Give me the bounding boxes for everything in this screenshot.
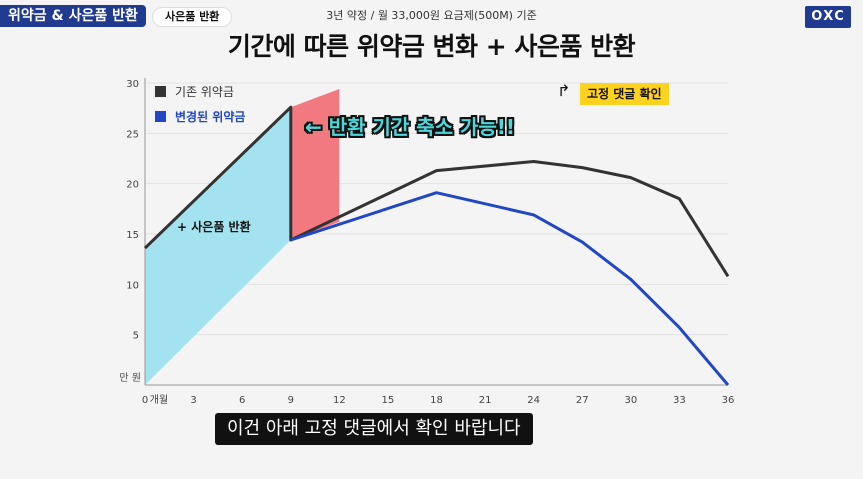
chart-subtitle: 3년 약정 / 월 33,000원 요금제(500M) 기준: [326, 9, 537, 22]
x-tick-label-12: 12: [333, 395, 346, 406]
legend-item-new: 변경된 위약금: [155, 108, 245, 125]
y-tick-label-30: 30: [126, 79, 139, 90]
reduced-period-band: [290, 89, 340, 240]
x-tick-label-6: 6: [239, 395, 245, 406]
x-tick-label-30: 30: [624, 395, 637, 406]
x-tick-label-21: 21: [479, 395, 492, 406]
y-tick-label-10: 10: [126, 280, 139, 291]
y-unit-label: 만 원: [119, 372, 141, 384]
legend-swatch-new: [155, 111, 166, 122]
gift-return-area: [145, 107, 291, 385]
reduce-period-annotation: ← 반환 기간 축소 가능!!: [305, 115, 516, 139]
chart-legend: 기존 위약금 변경된 위약금: [155, 83, 245, 133]
legend-label-new: 변경된 위약금: [175, 110, 246, 124]
x-tick-label-36: 36: [722, 395, 735, 406]
x-unit-label: 개월: [150, 394, 168, 406]
x-tick-label-27: 27: [576, 395, 589, 406]
x-tick-label-9: 9: [288, 395, 294, 406]
video-caption: 이건 아래 고정 댓글에서 확인 바랍니다: [215, 413, 533, 445]
y-tick-label-20: 20: [126, 180, 139, 191]
legend-label-old: 기존 위약금: [175, 85, 235, 99]
channel-logo: ОХС: [805, 6, 851, 28]
y-tick-label-25: 25: [126, 129, 139, 140]
legend-item-old: 기존 위약금: [155, 83, 245, 100]
topic-badge: 사은품 반환: [153, 8, 232, 26]
chart-title: 기간에 따른 위약금 변화 + 사은품 반환: [227, 32, 636, 61]
x-tick-label-0: 0: [142, 395, 148, 406]
legend-swatch-old: [155, 86, 166, 97]
series-line-0: [143, 105, 730, 278]
gift-return-annotation: + 사은품 반환: [177, 220, 251, 234]
curved-arrow-icon: ↱: [557, 81, 571, 100]
section-badge: 위약금 & 사은품 반환: [0, 5, 146, 27]
y-tick-label-5: 5: [133, 331, 139, 342]
y-tick-label-15: 15: [126, 230, 139, 241]
x-tick-label-15: 15: [382, 395, 395, 406]
pinned-comment-tag: 고정 댓글 확인: [580, 83, 669, 105]
series-line-1: [290, 191, 730, 386]
x-tick-label-3: 3: [190, 395, 196, 406]
x-tick-label-24: 24: [527, 395, 540, 406]
x-tick-label-18: 18: [430, 395, 443, 406]
x-tick-label-33: 33: [673, 395, 686, 406]
